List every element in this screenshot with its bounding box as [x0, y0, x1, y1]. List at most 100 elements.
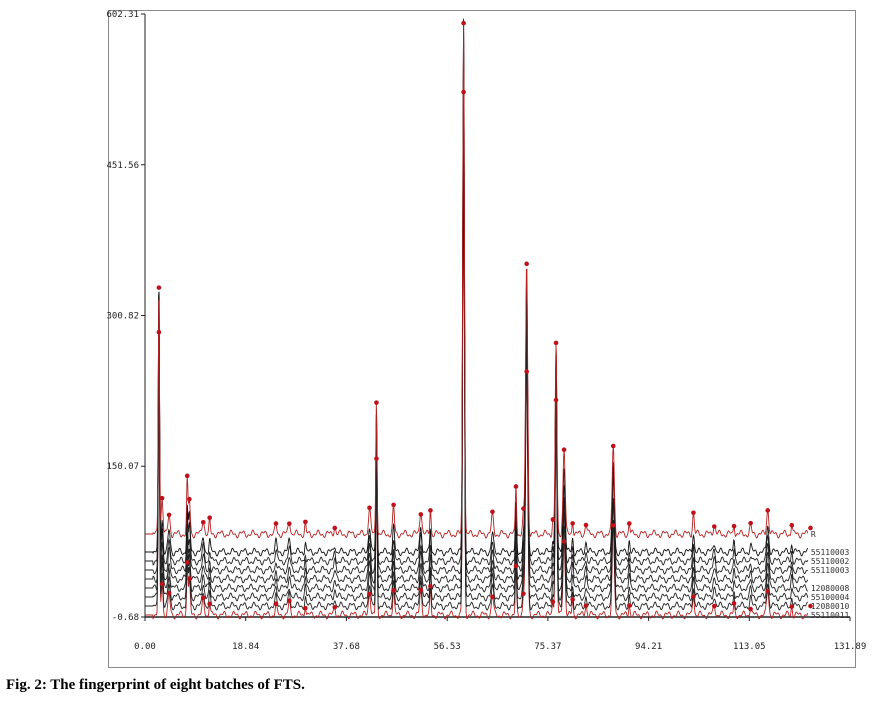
peak-marker: [550, 517, 556, 522]
peak-marker: [561, 539, 567, 544]
y-tick-label: 300.82: [106, 311, 139, 321]
series-trace: [145, 83, 809, 575]
peak-marker: [731, 601, 737, 606]
series-trace: [145, 37, 809, 584]
peak-marker: [626, 603, 632, 608]
series-label: 55110003: [811, 566, 850, 575]
peak-marker: [513, 563, 519, 569]
peak-marker: [332, 604, 338, 610]
peak-marker: [156, 329, 162, 335]
peak-marker: [184, 560, 190, 565]
peak-marker: [490, 594, 495, 600]
peak-marker: [610, 443, 616, 449]
peak-marker: [207, 601, 212, 607]
peak-marker: [418, 587, 424, 593]
peak-marker: [610, 523, 616, 528]
peak-marker: [553, 340, 559, 346]
x-tick-label: 37.68: [333, 642, 360, 652]
series-trace: [145, 96, 809, 593]
peak-marker: [731, 523, 737, 529]
peak-marker: [418, 512, 424, 517]
x-tick-label: 75.37: [534, 642, 561, 652]
series-label: 55110002: [811, 557, 850, 566]
x-tick-label: 0.00: [134, 642, 156, 652]
peak-marker: [765, 588, 771, 594]
peak-marker: [524, 261, 529, 267]
peak-marker: [391, 502, 396, 508]
series-trace: [145, 136, 809, 602]
peak-marker: [374, 400, 379, 405]
peak-marker: [332, 525, 338, 531]
peak-marker: [159, 495, 165, 501]
peak-marker: [159, 581, 165, 587]
x-tick-label: 56.53: [434, 642, 461, 652]
x-tick-label: 94.21: [635, 642, 662, 652]
y-tick-label: -0.68: [112, 613, 139, 623]
peak-marker: [287, 598, 292, 603]
series-trace: [145, 78, 808, 611]
peak-marker: [570, 597, 575, 602]
peak-marker: [166, 512, 172, 518]
peak-marker: [200, 519, 206, 525]
peak-marker: [521, 591, 526, 596]
peak-marker: [156, 285, 162, 290]
series-label: 55110011: [811, 611, 850, 620]
peak-marker: [287, 521, 292, 526]
peak-marker: [570, 521, 575, 526]
peak-marker: [391, 588, 396, 593]
peak-marker: [461, 89, 466, 95]
peak-marker: [513, 484, 519, 489]
x-tick-label: 113.05: [733, 642, 766, 652]
peak-marker: [461, 20, 466, 26]
peak-marker: [207, 515, 212, 520]
peak-marker: [273, 521, 279, 526]
peak-marker: [273, 601, 279, 606]
series-trace: [145, 91, 809, 566]
series-label: 55100004: [811, 593, 850, 602]
peak-marker: [200, 595, 206, 601]
peak-marker: [583, 603, 589, 609]
x-tick-label: 131.89: [834, 642, 867, 652]
peak-marker: [808, 525, 813, 531]
figure-caption: Fig. 2: The fingerprint of eight batches…: [6, 677, 305, 693]
peak-marker: [789, 522, 795, 528]
peak-marker: [490, 509, 495, 515]
peak-marker: [691, 594, 696, 599]
y-tick-label: 602.31: [106, 10, 139, 20]
peak-marker: [524, 369, 529, 374]
peak-marker: [711, 603, 717, 609]
peak-marker: [808, 603, 813, 609]
peak-marker: [748, 606, 753, 612]
peak-marker: [550, 599, 556, 605]
peak-marker: [521, 506, 526, 511]
peak-marker: [303, 605, 308, 611]
peak-marker: [765, 508, 771, 513]
series-label: 55110003: [811, 548, 850, 557]
peak-marker: [166, 590, 172, 596]
series-trace: [145, 23, 809, 539]
series-trace: [145, 18, 809, 557]
peak-marker: [626, 521, 632, 526]
peak-marker: [374, 456, 379, 461]
x-tick-label: 18.84: [232, 642, 259, 652]
peak-marker: [561, 447, 567, 453]
peak-marker: [553, 397, 559, 403]
peak-marker: [187, 496, 192, 502]
series-label: R: [811, 530, 816, 539]
peak-marker: [367, 505, 372, 511]
series-label: 12080010: [811, 602, 850, 611]
peak-marker: [789, 604, 795, 609]
peak-marker: [748, 520, 753, 526]
peak-marker: [428, 508, 433, 513]
peak-marker: [367, 591, 372, 597]
peak-marker: [303, 519, 308, 525]
peak-marker: [187, 576, 192, 581]
series-label: 12080008: [811, 584, 850, 593]
peak-marker: [691, 510, 696, 516]
series-trace: [145, 92, 809, 620]
y-tick-label: 451.56: [106, 161, 139, 171]
y-tick-label: 150.07: [106, 462, 139, 472]
peak-marker: [184, 473, 190, 479]
peak-marker: [583, 522, 589, 528]
